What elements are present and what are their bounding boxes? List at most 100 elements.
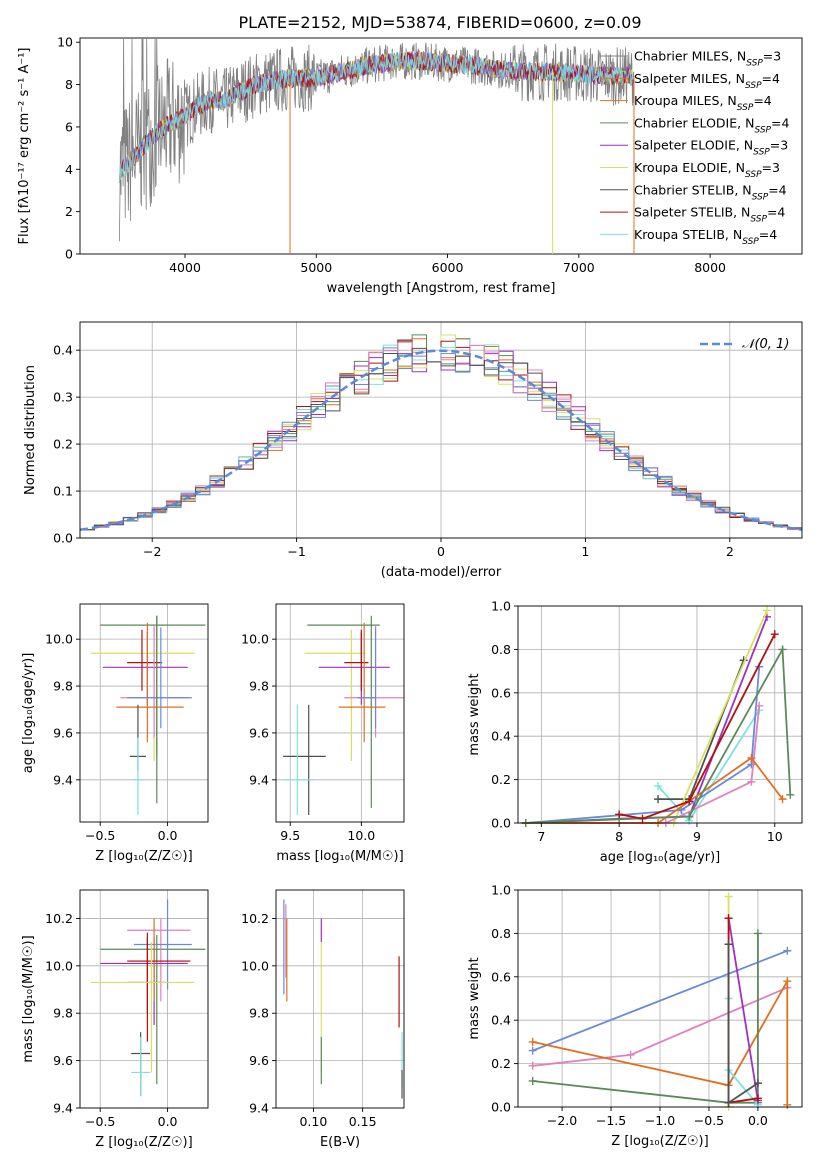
y-tick-label: 10.0	[241, 958, 269, 973]
y-axis-label: Flux [fλ10⁻¹⁷ erg cm⁻² s⁻¹ A⁻¹]	[17, 48, 32, 245]
y-tick-label: 10	[57, 35, 73, 50]
errorbar-point	[132, 737, 144, 815]
x-tick-label: 8	[615, 829, 623, 844]
histograms	[80, 334, 802, 532]
errorbar-point	[90, 942, 195, 1073]
legend-subscript: SSP	[752, 192, 769, 202]
weight-line	[727, 918, 759, 1101]
x-tick-label: −1.5	[596, 1113, 626, 1128]
x-axis-label: Z [log₁₀(Z/Z☉)]	[95, 849, 192, 864]
legend-subscript: SSP	[754, 125, 771, 135]
weight-marker	[638, 814, 647, 823]
weight-marker	[783, 977, 792, 986]
plot-frame	[79, 37, 803, 255]
x-tick-label: 0.0	[158, 828, 178, 843]
y-tick-label: 0.2	[491, 1056, 511, 1071]
x-tick-label: −2	[143, 544, 161, 559]
weight-marker	[778, 795, 787, 804]
lines-weight_vs_age	[521, 606, 795, 827]
errorbar-point	[357, 627, 377, 729]
x-tick-label: −0.5	[694, 1113, 724, 1128]
legend-nssp: =4	[753, 93, 771, 108]
errorbar-point	[90, 629, 195, 762]
legend-subscript: SSP	[753, 148, 770, 158]
histogram-step	[80, 347, 802, 531]
errorbar-point	[304, 629, 366, 762]
weight-marker	[615, 810, 624, 819]
figure-title: PLATE=2152, MJD=53874, FIBERID=0600, z=0…	[238, 13, 641, 32]
y-tick-label: 1.0	[491, 883, 511, 898]
legend-nssp: =4	[771, 115, 789, 130]
legend-nssp: =4	[759, 227, 777, 242]
weight-marker	[753, 1094, 762, 1103]
legend-nssp: =4	[762, 71, 780, 86]
weight-marker	[724, 892, 733, 901]
legend-subscript: SSP	[737, 103, 754, 113]
x-tick-label: −0.5	[85, 1114, 115, 1129]
y-tick-label: 4	[65, 162, 73, 177]
y-tick-label: 0.4	[491, 1013, 511, 1028]
y-tick-label: 9.8	[53, 679, 73, 694]
weight-line	[532, 933, 759, 1104]
y-tick-label: 10.2	[45, 911, 73, 926]
x-tick-label: 0	[437, 544, 445, 559]
x-tick-label: 10.0	[347, 828, 375, 843]
x-axis-label: age [log₁₀(age/yr)]	[600, 850, 721, 865]
y-tick-label: 0.6	[491, 969, 511, 984]
y-tick-label: 9.4	[53, 772, 73, 787]
x-tick-label: 5000	[300, 260, 332, 275]
x-tick-label: 9.5	[280, 828, 300, 843]
weight-marker	[762, 606, 771, 615]
legend-nssp: =4	[767, 205, 785, 220]
legend-label: Salpeter STELIB, NSSP=4	[634, 205, 785, 225]
legend-label: 𝒩(0, 1)	[742, 337, 789, 352]
x-tick-label: −1.0	[645, 1113, 675, 1128]
weight-marker	[528, 1037, 537, 1046]
plot-frame	[275, 603, 405, 823]
axes-mass_vs_ebv	[276, 890, 404, 1109]
legend-label: Chabrier MILES, NSSP=3	[634, 49, 781, 69]
weight-marker	[685, 797, 694, 806]
legend-subscript: SSP	[746, 59, 763, 69]
plot-frame	[275, 889, 405, 1109]
x-tick-label: 0.15	[349, 1114, 377, 1129]
frame-mass_vs_Z: −0.5 0.0 9.4 9.6 9.8 10.0 10.2 Z [log₁₀(Z/Z☉)] m…	[21, 889, 209, 1150]
weight-line	[525, 756, 784, 824]
y-tick-label: 9.6	[249, 1053, 269, 1068]
y-tick-label: 0.4	[53, 343, 73, 358]
x-tick-label: −2.0	[547, 1113, 577, 1128]
axes-age_vs_Z	[80, 604, 208, 822]
errorbars-age_vs_Z	[90, 615, 206, 815]
plot-frame	[517, 605, 803, 824]
weight-marker	[783, 946, 792, 955]
frame-age_vs_mass: 9.5 10.0 9.4 9.6 9.8 10.0 mass [log₁₀(M/M☉)]	[241, 603, 405, 864]
errorbar-point	[120, 625, 188, 738]
legend-subscript: SSP	[745, 81, 762, 91]
frame-mass_vs_ebv: 0.10 0.15 9.4 9.6 9.8 10.0 10.2 E(B-V)	[241, 889, 405, 1150]
errorbar-point	[102, 632, 188, 705]
errorbars-mass_vs_ebv	[283, 899, 403, 1099]
y-tick-label: 9.4	[249, 1101, 269, 1116]
y-tick-label: 9.8	[249, 679, 269, 694]
axes-weight_vs_Z	[518, 889, 802, 1108]
y-tick-label: 0.1	[53, 484, 73, 499]
errorbar-point	[100, 937, 188, 1026]
spectrum-lines	[118, 38, 635, 254]
y-tick-label: 0.3	[53, 390, 73, 405]
weight-marker	[724, 940, 733, 949]
y-tick-label: 9.4	[53, 1101, 73, 1116]
y-tick-label: 0.0	[53, 531, 73, 546]
gaussian-curve	[80, 349, 802, 532]
spectrum-model-line	[118, 51, 635, 184]
legend-label: Chabrier ELODIE, NSSP=4	[634, 115, 789, 135]
errorbar-point	[100, 935, 206, 1085]
y-axis-label: mass [log₁₀(M/M☉)]	[21, 935, 36, 1062]
errorbar-point	[127, 918, 191, 1002]
y-axis-label: Normed distribution	[23, 365, 38, 495]
errorbar-point	[307, 615, 380, 808]
y-axis-label: mass weight	[467, 957, 482, 1039]
x-tick-label: 6000	[432, 260, 464, 275]
y-tick-label: 0	[65, 247, 73, 262]
